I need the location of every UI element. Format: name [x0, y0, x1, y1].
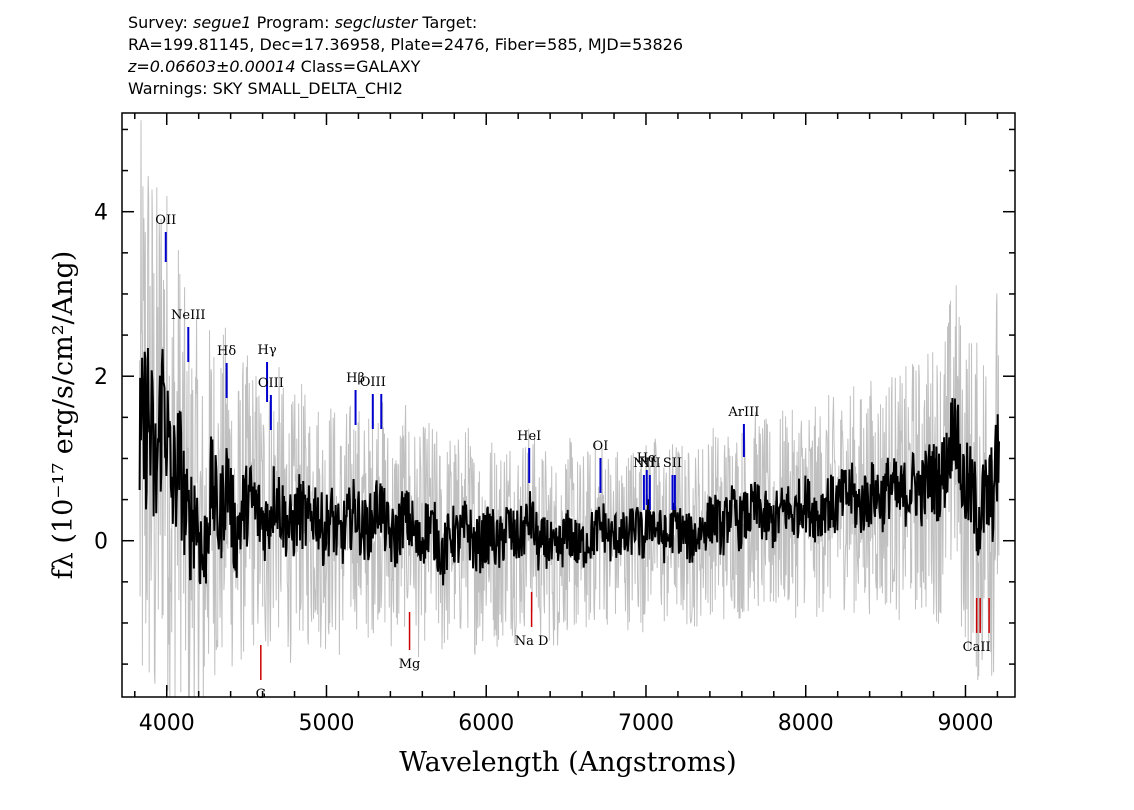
flux-series-line: [138, 347, 1000, 586]
x-tick-label: 4000: [139, 711, 195, 736]
x-axis-title: Wavelength (Angstroms): [399, 747, 736, 778]
emission-line-label: Hδ: [217, 344, 236, 359]
y-tick-label: 4: [94, 201, 108, 226]
y-axis-title: fλ (10⁻¹⁷ erg/s/cm²/Ang): [48, 251, 79, 580]
header-line-survey: Survey: segue1 Program: segcluster Targe…: [128, 12, 683, 34]
emission-line-label: Hγ: [257, 343, 276, 358]
x-tick-label: 5000: [298, 711, 354, 736]
emission-line-label: Hβ: [346, 371, 365, 386]
ticks-layer: 4000 5000 6000 7000 8000 9000 0 2 4: [94, 113, 1015, 736]
x-tick-label: 7000: [618, 711, 674, 736]
survey-label: Survey:: [128, 13, 188, 32]
redshift-value: z=0.06603±0.00014: [128, 57, 296, 76]
error-band-layer: [139, 120, 1000, 697]
emission-line-label: OIII: [258, 376, 284, 391]
x-tick-label: 9000: [937, 711, 993, 736]
absorption-line-label: G: [256, 687, 266, 702]
program-label: Program:: [256, 13, 330, 32]
survey-value: segue1: [192, 13, 252, 32]
emission-line-label: Hα: [637, 451, 657, 466]
spectrum-header: Survey: segue1 Program: segcluster Targe…: [128, 12, 683, 100]
emission-line-label: ArIII: [727, 405, 759, 420]
y-tick-label: 2: [94, 365, 108, 390]
emission-line-label: OIII: [360, 375, 386, 390]
error-series-line: [139, 120, 1000, 697]
emission-line-label: NeIII: [171, 308, 205, 323]
absorption-line-label: CaII: [963, 640, 991, 655]
header-line-warnings: Warnings: SKY SMALL_DELTA_CHI2: [128, 79, 403, 98]
emission-line-label: HeI: [517, 429, 541, 444]
absorption-line-label: Na D: [515, 634, 549, 649]
program-value: segcluster: [334, 13, 418, 32]
emission-line-label: OI: [593, 439, 609, 454]
flux-layer: [138, 347, 1000, 586]
y-tick-label: 0: [94, 530, 108, 555]
header-line-redshift: z=0.06603±0.00014 Class=GALAXY: [128, 56, 683, 78]
emission-line-label: NII: [639, 456, 661, 471]
emission-line-label: OII: [155, 213, 176, 228]
x-tick-label: 8000: [778, 711, 834, 736]
class-value: Class=GALAXY: [300, 57, 421, 76]
absorption-line-label: Mg: [399, 657, 421, 672]
header-line-coords: RA=199.81145, Dec=17.36958, Plate=2476, …: [128, 35, 684, 54]
target-label: Target:: [422, 13, 478, 32]
emission-line-label: SII: [663, 456, 682, 471]
emission-line-label: NII: [633, 456, 655, 471]
plot-frame: [121, 112, 1016, 698]
x-tick-label: 6000: [458, 711, 514, 736]
